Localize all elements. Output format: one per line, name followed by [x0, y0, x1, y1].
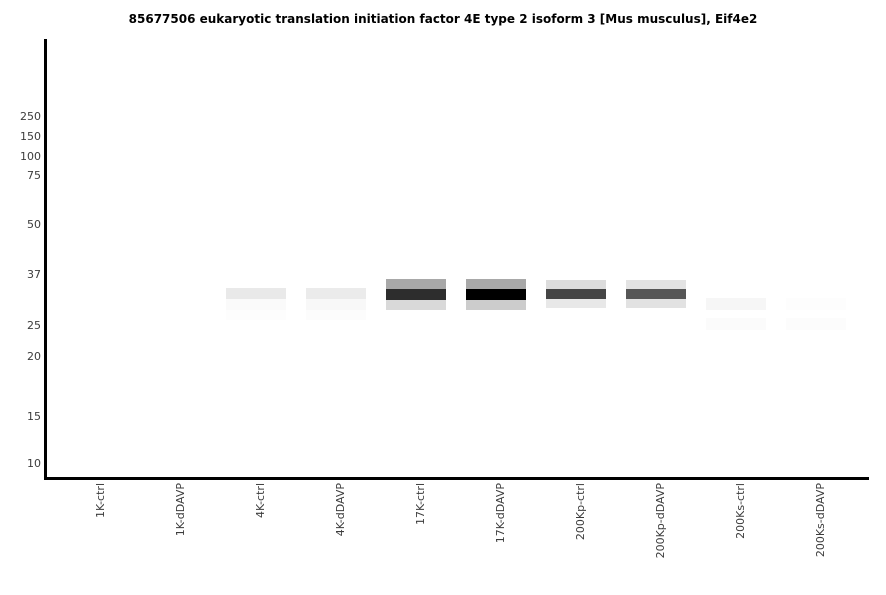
- y-tick-label-150: 150: [20, 130, 41, 143]
- lane-label-1K-dDAVP: 1K-dDAVP: [174, 483, 187, 537]
- gel-band-17K-ctrl-34kda: [386, 279, 446, 289]
- gel-band-4K-ctrl-27kda: [226, 310, 286, 320]
- y-axis-line: [44, 39, 47, 480]
- y-tick-label-25: 25: [27, 319, 41, 332]
- y-tick-label-10: 10: [27, 457, 41, 470]
- lane-label-200Ks-ctrl: 200Ks-ctrl: [734, 483, 747, 539]
- gel-band-4K-ctrl-31kda: [226, 288, 286, 299]
- y-tick-label-37: 37: [27, 268, 41, 281]
- gel-band-200Kp-dDAVP-31kda: [626, 289, 686, 299]
- gel-band-4K-ctrl-29kda: [226, 299, 286, 310]
- lane-label-200Ks-dDAVP: 200Ks-dDAVP: [814, 483, 827, 558]
- y-tick-label-100: 100: [20, 150, 41, 163]
- lane-label-4K-ctrl: 4K-ctrl: [254, 483, 267, 518]
- gel-band-200Ks-ctrl-25kda: [706, 318, 766, 330]
- y-tick-label-250: 250: [20, 110, 41, 123]
- y-tick-label-20: 20: [27, 350, 41, 363]
- gel-band-17K-ctrl-29kda: [386, 300, 446, 310]
- gel-band-200Kp-ctrl-29kda: [546, 299, 606, 308]
- gel-band-200Ks-dDAVP-25kda: [786, 318, 846, 330]
- figure-title: 85677506 eukaryotic translation initiati…: [128, 12, 758, 26]
- lane-label-17K-dDAVP: 17K-dDAVP: [494, 483, 507, 544]
- lane-label-17K-ctrl: 17K-ctrl: [414, 483, 427, 525]
- lane-label-200Kp-ctrl: 200Kp-ctrl: [574, 483, 587, 541]
- gel-band-200Kp-ctrl-34kda: [546, 280, 606, 289]
- y-tick-label-15: 15: [27, 410, 41, 423]
- lane-label-200Kp-dDAVP: 200Kp-dDAVP: [654, 483, 667, 559]
- gel-band-4K-dDAVP-29kda: [306, 299, 366, 310]
- gel-band-17K-dDAVP-34kda: [466, 279, 526, 289]
- y-tick-label-75: 75: [27, 169, 41, 182]
- lane-label-4K-dDAVP: 4K-dDAVP: [334, 483, 347, 537]
- gel-band-200Kp-dDAVP-29kda: [626, 299, 686, 308]
- gel-band-200Kp-dDAVP-34kda: [626, 280, 686, 289]
- gel-band-17K-ctrl-31kda: [386, 289, 446, 300]
- gel-band-4K-dDAVP-31kda: [306, 288, 366, 299]
- gel-band-17K-dDAVP-29kda: [466, 300, 526, 310]
- x-axis-line: [44, 477, 869, 480]
- gel-band-4K-dDAVP-27kda: [306, 310, 366, 320]
- lane-label-1K-ctrl: 1K-ctrl: [94, 483, 107, 518]
- gel-band-200Ks-dDAVP-29kda: [786, 298, 846, 310]
- y-tick-label-50: 50: [27, 218, 41, 231]
- gel-band-200Kp-ctrl-31kda: [546, 289, 606, 299]
- gel-band-17K-dDAVP-31kda: [466, 289, 526, 300]
- gel-band-200Ks-ctrl-29kda: [706, 298, 766, 310]
